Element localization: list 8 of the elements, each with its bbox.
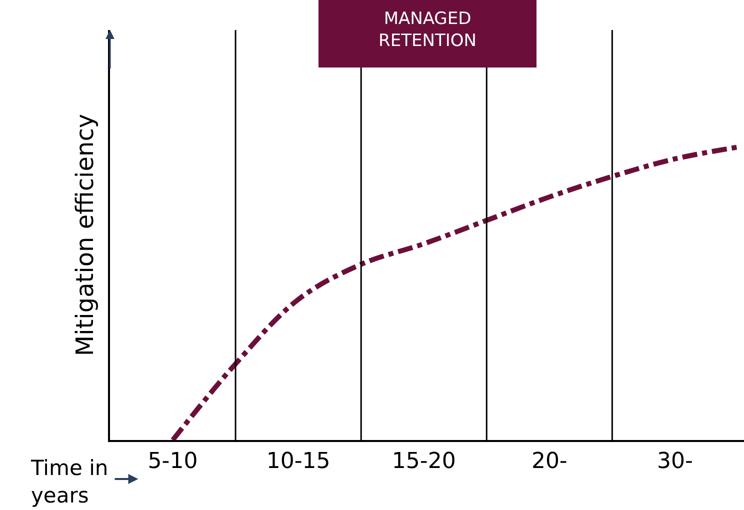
- x-tick-label: 20-: [531, 449, 568, 474]
- x-tick-label: 15-20: [392, 449, 456, 474]
- x-tick-label: 10-15: [266, 449, 330, 474]
- x-tick-label: 30-: [656, 449, 693, 474]
- text: MANAGED RETENTION: [378, 8, 476, 52]
- x-axis-title: Time in years: [30, 456, 108, 508]
- x-tick-label: 5-10: [148, 449, 198, 474]
- y-axis-title: Mitigation efficiency: [70, 114, 99, 356]
